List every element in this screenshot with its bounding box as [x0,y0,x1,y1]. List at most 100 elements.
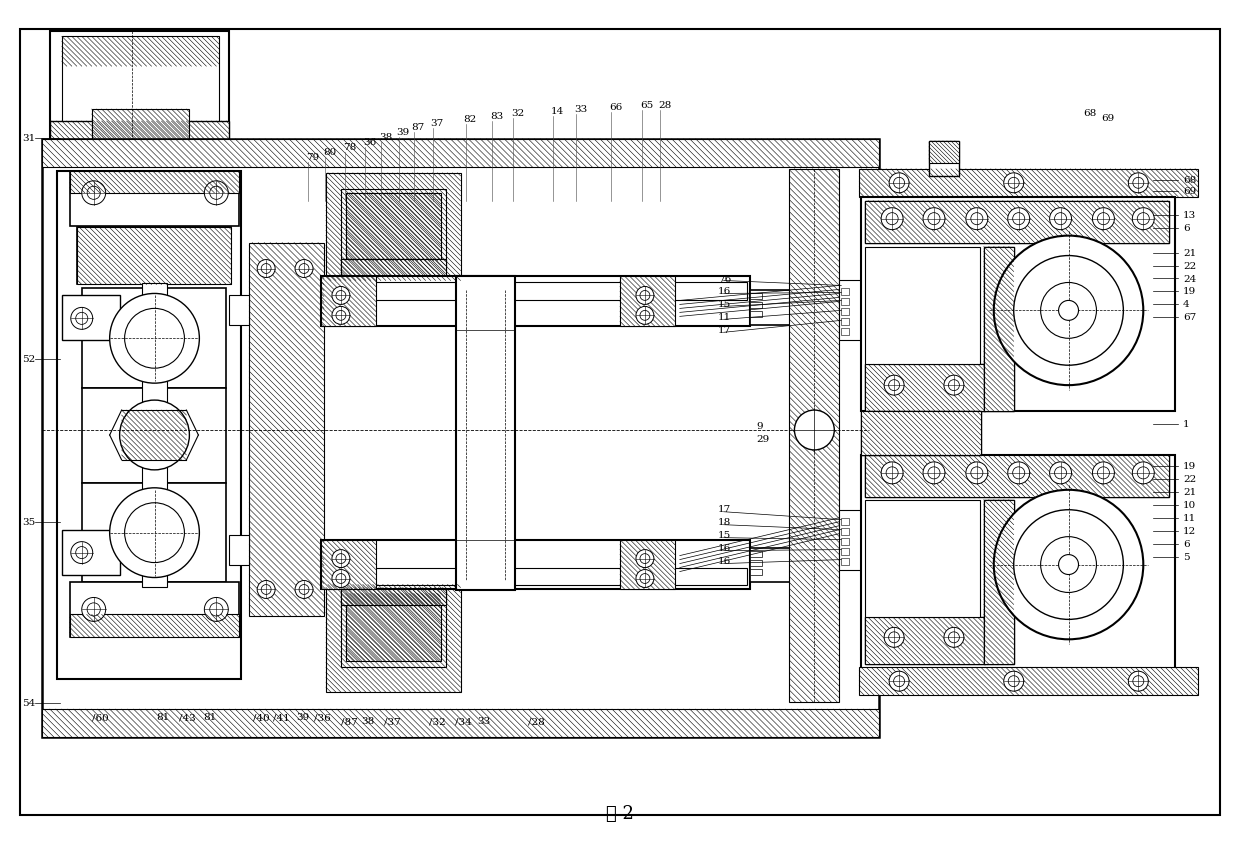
Bar [790,169,839,702]
Circle shape [1092,462,1115,484]
Circle shape [332,307,350,324]
Circle shape [1092,207,1115,230]
Circle shape [87,602,100,616]
Bar [57,171,242,680]
Bar [841,518,849,524]
Bar [749,303,761,309]
Text: /36: /36 [314,713,331,722]
Circle shape [640,573,650,584]
Bar [321,540,749,590]
Text: 87: 87 [412,123,425,132]
Circle shape [76,312,88,325]
Bar [805,298,826,317]
Circle shape [109,488,200,578]
Text: 78: 78 [343,143,356,152]
Bar [341,259,445,277]
Circle shape [1003,671,1024,691]
Text: 37: 37 [430,119,444,128]
Bar [620,540,675,590]
Circle shape [640,310,650,321]
Circle shape [884,627,904,647]
Circle shape [262,264,272,273]
Bar [50,121,229,139]
Bar [749,550,761,556]
Circle shape [1054,467,1066,479]
Text: 29: 29 [756,435,770,444]
Circle shape [205,181,228,205]
Bar [749,311,761,317]
Circle shape [336,554,346,564]
Circle shape [210,602,223,616]
Text: 5: 5 [1183,553,1190,561]
Circle shape [971,213,983,225]
Bar [326,584,460,692]
Text: 31: 31 [22,134,35,143]
Text: 32: 32 [511,109,525,118]
Bar [69,171,239,193]
Circle shape [884,375,904,395]
Circle shape [332,549,350,567]
Circle shape [928,467,940,479]
Circle shape [894,675,904,686]
Bar [983,500,1014,664]
Bar [620,277,675,327]
Bar [749,560,761,566]
Text: 83: 83 [491,112,503,121]
Bar [69,583,239,638]
Text: 22: 22 [1183,475,1197,484]
Circle shape [923,462,945,484]
Circle shape [889,671,909,691]
Text: 81: 81 [156,713,170,722]
Text: /32: /32 [429,717,445,726]
Circle shape [636,549,653,567]
Text: 6: 6 [1183,540,1190,548]
Bar [82,289,226,388]
Circle shape [82,597,105,621]
Text: 图 2: 图 2 [606,805,634,823]
Text: 33: 33 [477,717,491,726]
Bar [749,293,761,299]
Bar [929,141,959,163]
Circle shape [1040,283,1096,339]
Text: 12: 12 [1183,527,1197,536]
Bar [326,173,460,280]
Text: 17: 17 [718,327,730,335]
Circle shape [1008,177,1019,189]
Circle shape [1059,301,1079,321]
Bar [321,277,749,327]
Circle shape [1049,207,1071,230]
Circle shape [1054,213,1066,225]
Bar [841,309,849,315]
Bar [42,139,879,167]
Text: 9: 9 [756,422,763,431]
Bar [749,568,761,574]
Bar [841,528,849,535]
Text: 16: 16 [718,287,730,297]
Text: 14: 14 [552,107,564,116]
Circle shape [887,467,898,479]
Circle shape [944,375,963,395]
Text: 67: 67 [1183,314,1197,322]
Text: 22: 22 [1183,261,1197,271]
Bar [42,139,879,737]
Bar [866,201,1169,243]
Bar [862,411,981,455]
Text: 69: 69 [1183,187,1197,195]
Text: /28: /28 [528,717,546,726]
Text: 79: 79 [306,153,319,162]
Bar [82,388,226,482]
Circle shape [336,310,346,321]
Text: 19: 19 [1183,462,1197,470]
Circle shape [889,380,899,391]
Text: 81: 81 [203,713,217,722]
Circle shape [882,207,903,230]
Text: 11: 11 [1183,513,1197,523]
Circle shape [205,597,228,621]
Text: /34: /34 [455,717,471,726]
Bar [859,169,1198,197]
Text: 21: 21 [1183,249,1197,258]
Bar [69,614,239,638]
Text: 68: 68 [1183,176,1197,185]
Circle shape [210,186,223,200]
Text: 6: 6 [1183,224,1190,232]
